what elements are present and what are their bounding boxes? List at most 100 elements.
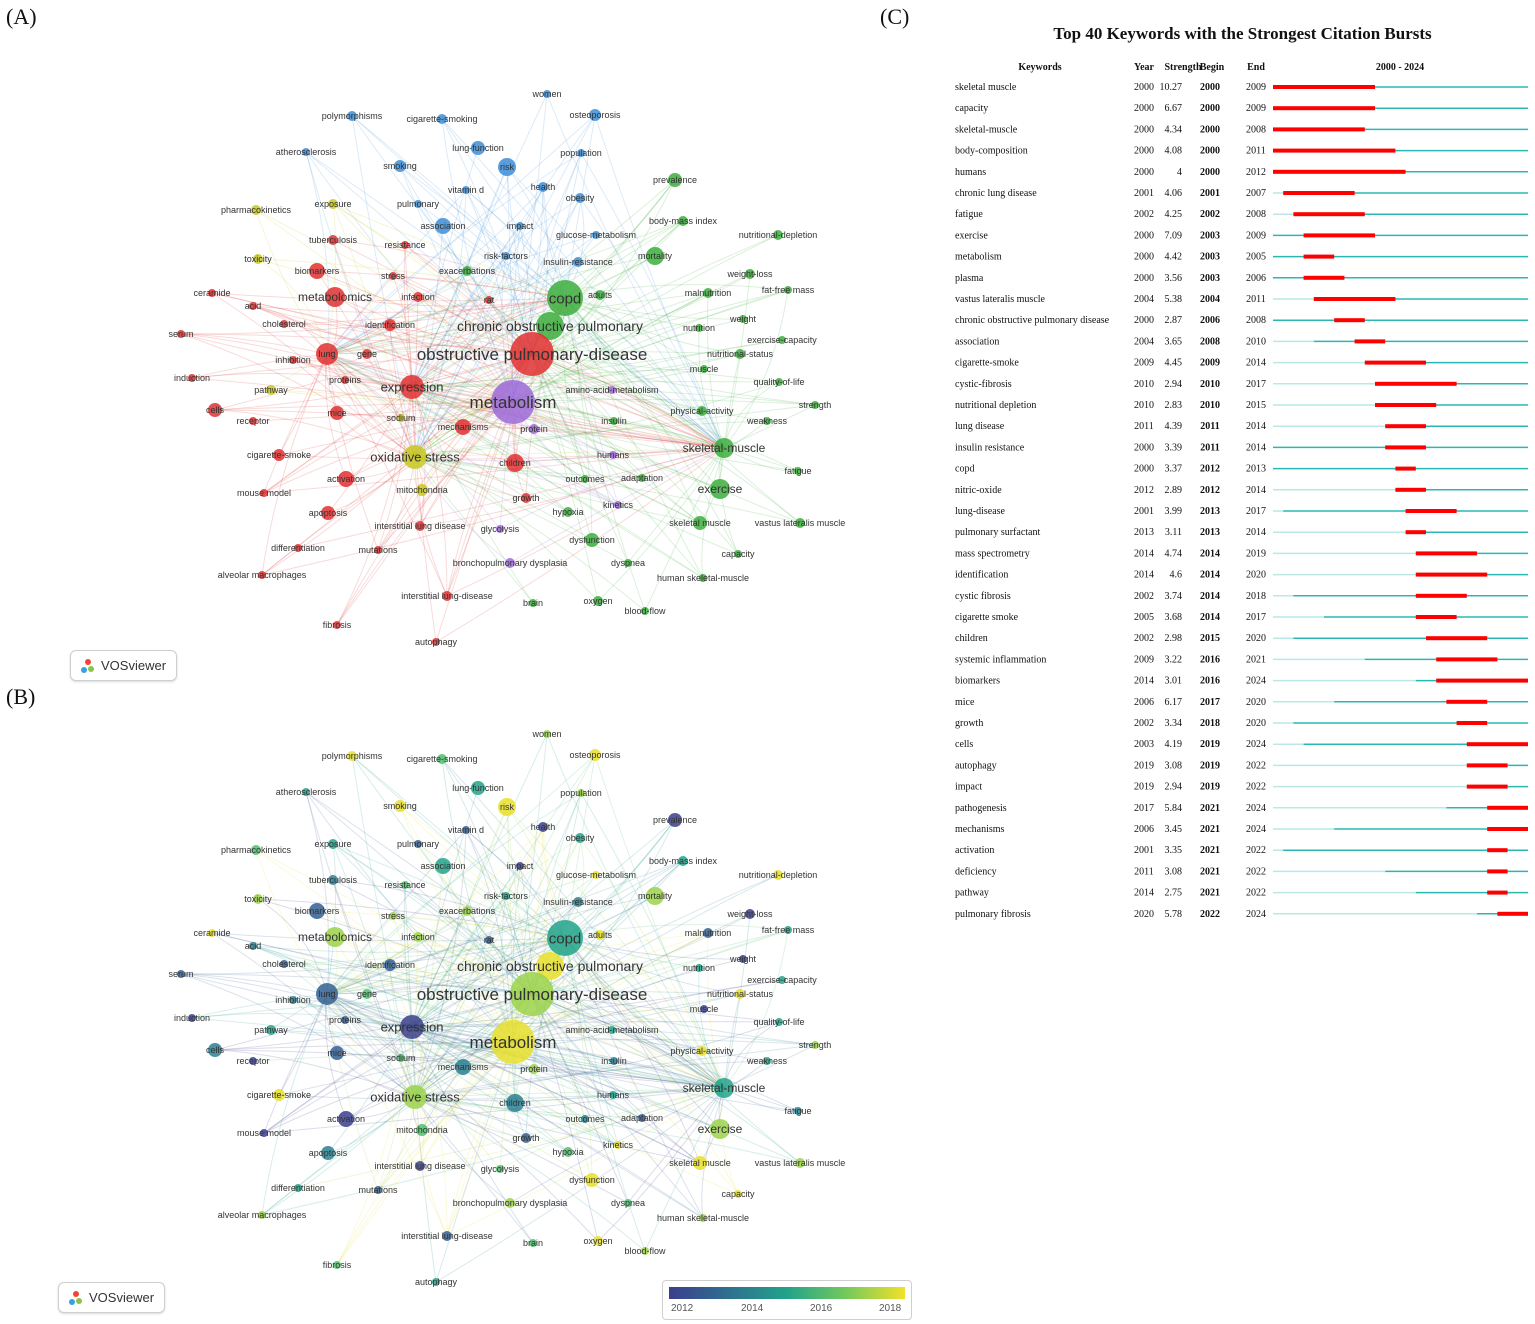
term-node[interactable] [529,599,537,607]
term-node[interactable] [763,1057,771,1065]
term-node[interactable] [581,1115,589,1123]
term-node[interactable] [589,109,601,121]
term-node[interactable] [624,559,632,567]
term-node[interactable] [547,920,583,956]
term-node[interactable] [347,111,357,121]
term-node[interactable] [577,149,585,157]
term-node[interactable] [321,506,335,520]
term-node[interactable] [442,591,452,601]
term-node[interactable] [177,970,185,978]
term-node[interactable] [638,1114,646,1122]
term-node[interactable] [403,1085,427,1109]
term-node[interactable] [330,1046,344,1060]
term-node[interactable] [471,781,485,795]
term-node[interactable] [735,989,745,999]
term-node[interactable] [462,826,470,834]
term-node[interactable] [251,845,261,855]
term-node[interactable] [455,419,471,435]
term-node[interactable] [309,263,325,279]
term-node[interactable] [302,148,310,156]
term-node[interactable] [811,1041,819,1049]
term-node[interactable] [710,1119,730,1139]
term-node[interactable] [609,1091,617,1099]
term-node[interactable] [309,903,325,919]
term-node[interactable] [506,454,524,472]
term-node[interactable] [432,1278,440,1286]
term-node[interactable] [516,222,524,230]
term-node[interactable] [700,365,708,373]
term-node[interactable] [258,1211,266,1219]
term-node[interactable] [784,926,792,934]
term-node[interactable] [638,474,646,482]
term-node[interactable] [538,182,548,192]
term-node[interactable] [585,1173,599,1187]
term-node[interactable] [510,972,554,1016]
term-node[interactable] [773,230,783,240]
term-node[interactable] [302,788,310,796]
network-map-overlay-view[interactable]: polymorphisms cigarette-smoking women osteo… [0,700,930,1300]
term-node[interactable] [328,235,338,245]
term-node[interactable] [595,290,605,300]
term-node[interactable] [491,1020,535,1064]
term-node[interactable] [581,475,589,483]
term-node[interactable] [328,839,338,849]
term-node[interactable] [289,356,297,364]
term-node[interactable] [328,875,338,885]
term-node[interactable] [693,1156,707,1170]
term-node[interactable] [714,1078,734,1098]
term-node[interactable] [646,887,664,905]
term-node[interactable] [333,1261,341,1269]
term-node[interactable] [414,840,422,848]
term-node[interactable] [260,489,268,497]
term-node[interactable] [734,1190,742,1198]
term-node[interactable] [641,607,649,615]
term-node[interactable] [384,959,396,971]
term-node[interactable] [543,730,551,738]
term-node[interactable] [506,1094,524,1112]
term-node[interactable] [188,374,196,382]
term-node[interactable] [575,833,585,843]
term-node[interactable] [249,1057,257,1065]
term-node[interactable] [697,406,707,416]
term-node[interactable] [563,507,573,517]
term-node[interactable] [251,205,261,215]
term-node[interactable] [505,558,515,568]
term-node[interactable] [795,1158,805,1168]
term-node[interactable] [208,403,222,417]
term-node[interactable] [328,199,338,209]
term-node[interactable] [249,417,257,425]
term-node[interactable] [325,287,345,307]
term-node[interactable] [610,417,618,425]
term-node[interactable] [177,330,185,338]
term-node[interactable] [325,927,345,947]
term-node[interactable] [260,1129,268,1137]
term-node[interactable] [538,822,548,832]
term-node[interactable] [794,1107,802,1115]
term-node[interactable] [384,319,396,331]
term-node[interactable] [401,881,409,889]
term-node[interactable] [491,380,535,424]
term-node[interactable] [784,286,792,294]
term-node[interactable] [573,897,583,907]
term-node[interactable] [394,800,406,812]
term-node[interactable] [745,269,755,279]
term-node[interactable] [609,451,617,459]
term-node[interactable] [435,858,451,874]
term-node[interactable] [547,280,583,316]
term-node[interactable] [374,546,382,554]
term-node[interactable] [455,1059,471,1075]
term-node[interactable] [416,1124,428,1136]
term-node[interactable] [280,960,288,968]
term-node[interactable] [485,296,493,304]
term-node[interactable] [273,449,285,461]
term-node[interactable] [529,1239,537,1247]
term-node[interactable] [442,1231,452,1241]
term-node[interactable] [280,320,288,328]
term-node[interactable] [763,417,771,425]
term-node[interactable] [678,856,688,866]
term-node[interactable] [362,349,372,359]
term-node[interactable] [641,1247,649,1255]
term-node[interactable] [258,571,266,579]
term-node[interactable] [668,173,682,187]
term-node[interactable] [413,932,423,942]
